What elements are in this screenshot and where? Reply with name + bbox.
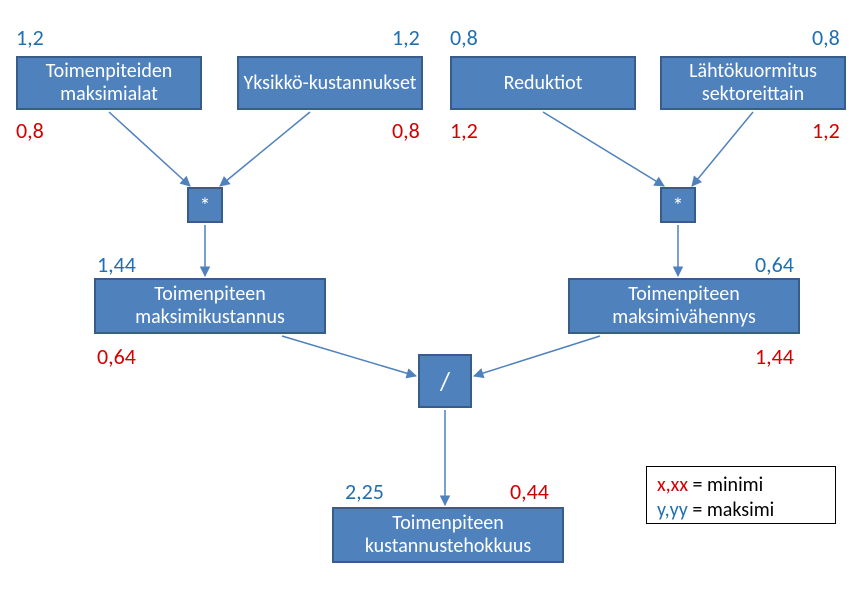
node-label: Toimenpiteen maksimikustannus bbox=[100, 283, 320, 329]
edge bbox=[109, 112, 190, 186]
value-min: 0,8 bbox=[392, 120, 420, 142]
edge bbox=[474, 336, 600, 376]
legend-min-text: = minimi bbox=[688, 473, 763, 497]
operator-symbol: / bbox=[440, 365, 450, 397]
node-toimenpiteen-maksimikustannus: Toimenpiteen maksimikustannus bbox=[94, 278, 326, 334]
operator-multiply-right: * bbox=[660, 187, 696, 223]
node-toimenpiteen-maksimivahennys: Toimenpiteen maksimivähennys bbox=[568, 278, 800, 334]
node-toimenpiteen-kustannustehokkuus: Toimenpiteen kustannustehokkuus bbox=[332, 507, 564, 563]
value-max: 1,44 bbox=[97, 254, 136, 276]
edge bbox=[692, 112, 753, 186]
legend-max-text: = maksimi bbox=[688, 498, 774, 522]
value-max: 2,25 bbox=[345, 481, 384, 503]
value-min: 0,44 bbox=[510, 481, 549, 503]
edge bbox=[282, 336, 416, 376]
value-min: 0,64 bbox=[97, 346, 136, 368]
legend-line-max: y,yy = maksimi bbox=[657, 498, 825, 523]
value-min: 1,44 bbox=[755, 346, 794, 368]
edge bbox=[543, 112, 664, 186]
node-toimenpiteiden-maksimialat: Toimenpiteiden maksimialat bbox=[16, 56, 202, 110]
legend-line-min: x,xx = minimi bbox=[657, 473, 825, 498]
operator-multiply-left: * bbox=[187, 187, 223, 223]
node-label: Toimenpiteen kustannustehokkuus bbox=[338, 512, 558, 558]
value-max: 0,8 bbox=[450, 27, 478, 49]
node-lahtokuormitus-sektoreittain: Lähtökuormitus sektoreittain bbox=[660, 56, 846, 110]
legend-min-code: x,xx bbox=[657, 473, 688, 497]
node-label: Toimenpiteen maksimivähennys bbox=[574, 283, 794, 329]
node-reduktiot: Reduktiot bbox=[450, 56, 636, 110]
legend-box: x,xx = minimi y,yy = maksimi bbox=[646, 466, 836, 524]
node-label: Toimenpiteiden maksimialat bbox=[22, 60, 196, 106]
value-max: 0,64 bbox=[755, 254, 794, 276]
operator-symbol: * bbox=[673, 192, 684, 219]
node-yksikkokustannukset: Yksikkö-kustannukset bbox=[237, 56, 423, 110]
operator-divide: / bbox=[418, 354, 472, 408]
node-label: Yksikkö-kustannukset bbox=[243, 72, 416, 95]
legend-max-code: y,yy bbox=[657, 498, 688, 522]
value-max: 1,2 bbox=[16, 27, 44, 49]
operator-symbol: * bbox=[200, 192, 211, 219]
value-max: 1,2 bbox=[392, 27, 420, 49]
value-min: 1,2 bbox=[450, 120, 478, 142]
node-label: Reduktiot bbox=[504, 72, 583, 95]
value-max: 0,8 bbox=[812, 27, 840, 49]
value-min: 1,2 bbox=[812, 120, 840, 142]
edge bbox=[220, 112, 310, 186]
node-label: Lähtökuormitus sektoreittain bbox=[666, 60, 840, 106]
value-min: 0,8 bbox=[16, 120, 44, 142]
